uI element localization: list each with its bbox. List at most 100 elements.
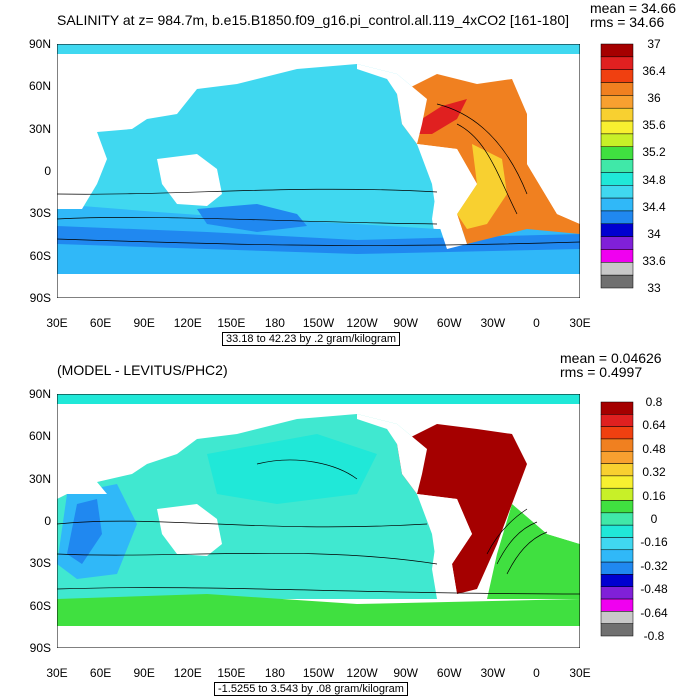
colorbar-label: 33.6 [642,253,666,268]
colorbar-label: 33 [647,281,661,295]
indo-pacific-ocean [57,64,437,249]
colorbar-label: -0.16 [640,535,668,550]
lat-tick-label: 60N [28,79,51,94]
colorbar-label: -0.8 [643,629,665,643]
colorbar-label: 0.48 [642,441,666,456]
lon-tick-label: 60E [89,666,112,680]
rms-label: rms = 0.4997 [560,364,643,380]
lat-tick-label: 90N [28,387,51,401]
colorbar-label: -0.64 [640,605,668,620]
mean-label: mean = 0.04626 [560,350,662,366]
colorbar-swatch [600,475,634,489]
lon-tick-label: 120E [173,316,202,330]
lon-tick-label: 90W [393,666,418,680]
colorbar-swatch [600,146,634,160]
colorbar-label: 35.6 [642,118,666,133]
lon-tick-label: 60W [436,316,462,330]
indian-dark [67,499,102,564]
colorbar-swatch [600,223,634,237]
colorbar-swatch [600,463,634,477]
panel-title: (MODEL - LEVITUS/PHC2) [57,362,228,378]
colorbar-swatch [600,69,634,83]
colorbar [600,401,634,637]
colorbar-swatch [600,249,634,263]
lat-tick-label: 30N [28,471,51,486]
lon-tick-label: 30E [569,316,591,330]
colorbar-swatch [600,56,634,70]
lon-tick-label: 120E [173,666,202,680]
colorbar-swatch [600,574,634,587]
lon-tick-label: 30W [480,666,506,680]
range-label: 33.18 to 42.23 by .2 gram/kilogram [222,332,400,346]
colorbar-swatch [600,43,634,58]
colorbar-label: 36.4 [642,64,666,79]
mean-label: mean = 34.66 [590,0,677,16]
colorbar-swatch [600,487,634,501]
lon-tick-label: 150W [302,666,335,680]
colorbar-swatch [600,159,634,173]
lon-tick-label: 150E [217,666,246,680]
colorbar-label: 0 [650,512,658,526]
colorbar-swatch [600,120,634,135]
atlantic-red [397,424,527,594]
salinity-map [57,44,580,298]
lon-tick-label: 180 [264,316,285,330]
colorbar-swatch [600,414,634,427]
lat-tick-label: 0 [44,164,51,178]
lat-tick-label: 90S [29,291,51,305]
land-americas [357,64,477,249]
lon-tick-label: 120W [346,666,378,680]
arctic-ocean [57,394,580,404]
colorbar-swatch [600,512,634,526]
colorbar-swatch [600,185,634,199]
colorbar-label: 0.32 [642,465,666,480]
lon-tick-label: 150E [217,316,246,330]
colorbar-swatch [600,438,634,452]
lon-tick-label: 30E [569,666,591,680]
atlantic-mid [457,144,507,229]
land-australia [157,504,222,556]
colorbar-swatch [600,107,634,122]
contour-lines [57,459,580,595]
colorbar-swatch [600,172,634,186]
lon-tick-label: 90E [133,316,155,330]
contour-lines [57,103,580,246]
colorbar-label: 0.64 [642,418,666,433]
lat-tick-label: 90N [28,37,51,51]
colorbar-swatch [600,623,634,637]
colorbar-swatch [600,451,634,464]
lat-tick-label: 30N [28,121,51,136]
lon-tick-label: 30W [480,316,506,330]
colorbar-label: 0.16 [642,488,666,503]
colorbar-swatch [600,274,634,289]
colorbar-label: 34 [647,226,661,241]
pacific-light [207,434,377,504]
salinity-panel: SALINITY at z= 984.7m, b.e15.B1850.f09_g… [28,0,677,346]
lat-tick-label: 0 [44,514,51,528]
colorbar-swatch [600,500,634,514]
fresh-tongue [197,204,307,232]
colorbar-swatch [600,549,634,563]
colorbar-swatch [600,210,634,225]
colorbar-swatch [600,611,634,624]
lon-tick-label: 60W [436,666,462,680]
colorbar-swatch [600,197,634,212]
lon-tick-label: 60E [89,316,112,330]
panel-title: SALINITY at z= 984.7m, b.e15.B1850.f09_g… [57,12,569,28]
lat-tick-label: 30S [29,556,51,571]
range-label: -1.5255 to 3.543 by .08 gram/kilogram [214,682,408,696]
lon-tick-label: 0 [533,666,540,680]
lon-tick-label: 120W [346,316,378,330]
difference-panel: (MODEL - LEVITUS/PHC2) mean = 0.04626 rm… [0,350,700,700]
lon-tick-label: 180 [264,666,285,680]
difference-map [57,394,580,648]
colorbar-swatch [600,236,634,250]
colorbar-swatch [600,561,634,575]
colorbar-swatch [600,82,634,96]
colorbar-label: 34.8 [642,172,666,187]
colorbar-swatch [600,262,634,276]
lon-tick-label: 30E [46,666,68,680]
lon-tick-label: 0 [533,316,540,330]
lat-tick-label: 30S [29,206,51,221]
colorbar-swatch [600,133,634,147]
